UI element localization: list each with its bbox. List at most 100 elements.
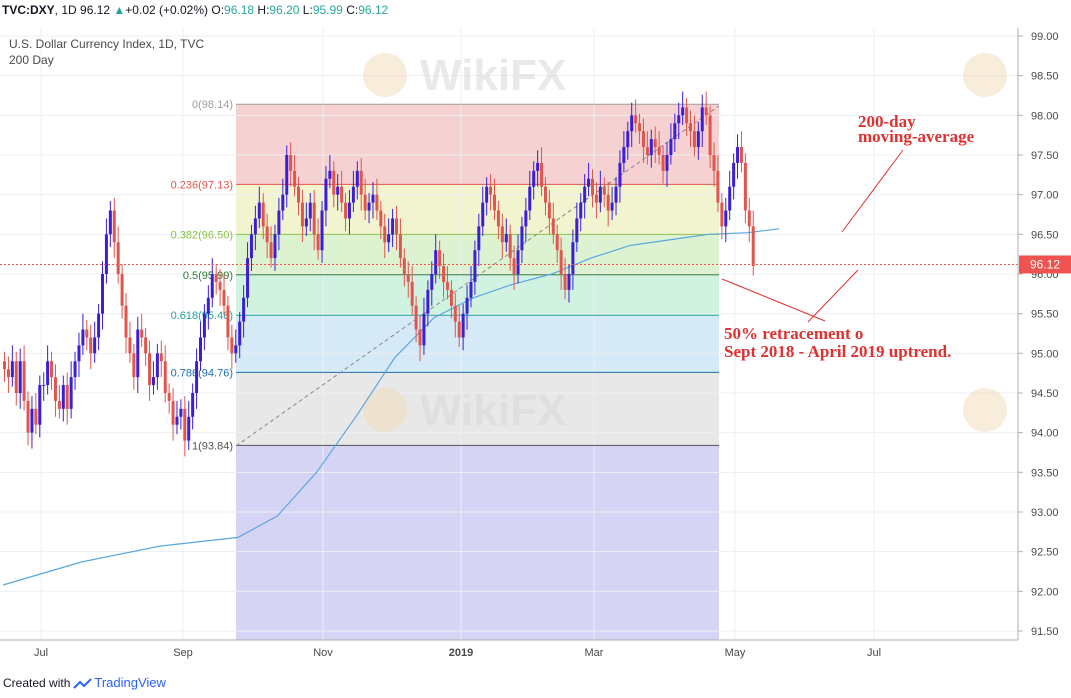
candle-body [508, 234, 512, 259]
symbol[interactable]: TVC:DXY [2, 3, 55, 17]
fib-level-label: 0.5(95.99) [183, 270, 233, 282]
candle-body [524, 210, 528, 227]
interval[interactable]: 1D [61, 3, 77, 17]
price-axis-label: 96.50 [1031, 229, 1059, 241]
open-label: O: [211, 3, 225, 17]
candle-body [453, 305, 457, 322]
price-axis[interactable]: 99.0098.5098.0097.5097.0096.5096.0095.50… [1018, 31, 1059, 638]
candle-body [712, 154, 716, 171]
fib-level-label: 0(98.14) [192, 99, 233, 111]
candle-body [163, 361, 167, 393]
price-axis-label: 92.50 [1031, 547, 1059, 559]
candle-body [618, 162, 622, 187]
candle-body [187, 416, 191, 441]
candle-body [739, 147, 743, 163]
candle-body [641, 131, 645, 148]
candle-body [312, 202, 316, 235]
candle-body [689, 123, 692, 132]
time-axis-label: Jul [34, 647, 48, 659]
up-arrow-icon: ▲ [113, 3, 126, 17]
candle-body [649, 139, 653, 155]
candle-body [606, 194, 610, 211]
svg-text:96.12: 96.12 [1030, 257, 1060, 271]
candle-body [73, 361, 77, 378]
wikifx-logo-icon [363, 388, 407, 432]
candle-body [22, 361, 26, 401]
candle-body [610, 202, 614, 211]
candle-body [395, 218, 398, 235]
candle-body [308, 202, 312, 219]
candle-body [555, 234, 559, 251]
candle-body [457, 321, 461, 338]
candle-body [418, 329, 422, 346]
candle-body [736, 147, 740, 163]
time-axis-label: May [725, 647, 746, 659]
time-axis-label: Nov [313, 647, 333, 659]
tradingview-brand[interactable]: TradingView [94, 675, 166, 690]
candle-body [622, 147, 626, 163]
candle-body [708, 115, 712, 155]
fibonacci-trend-line [235, 105, 720, 447]
time-axis[interactable]: Jul Sep Nov 2019 Mar May Jul [34, 647, 881, 659]
low-value: 95.99 [312, 3, 343, 17]
candle-body [234, 345, 238, 354]
candle-body [414, 305, 418, 330]
candle-body [547, 202, 551, 219]
candle-body [587, 178, 591, 187]
candle-body [500, 226, 504, 243]
candle-body [30, 408, 34, 433]
candle-body [410, 281, 414, 306]
candle-body [120, 273, 124, 306]
candle-body [65, 385, 69, 409]
candle-body [316, 234, 320, 251]
candle-body [116, 242, 120, 274]
candle-body [661, 154, 665, 171]
time-axis-label: Mar [585, 647, 604, 659]
last-price: 96.12 [80, 3, 111, 17]
candle-body [324, 178, 328, 211]
candle-body [634, 115, 638, 124]
wikifx-watermark: WikiFX [420, 386, 566, 435]
annotation-arrow [841, 149, 904, 233]
candle-body [332, 170, 336, 195]
candle-body [387, 234, 391, 243]
wikifx-watermark: WikiFX [420, 51, 566, 100]
symbol-header: TVC:DXY, 1D 96.12 ▲+0.02 (+0.02%) O:96.1… [2, 3, 389, 17]
candle-body [218, 281, 222, 290]
candle-body [743, 162, 747, 211]
candle-body [406, 273, 410, 282]
candle-body [257, 202, 261, 219]
candle-body [442, 266, 446, 282]
ma-legend-label[interactable]: 200 Day [9, 53, 54, 67]
price-axis-label: 93.00 [1031, 507, 1059, 519]
candle-body [645, 147, 649, 155]
candle-body [677, 115, 681, 124]
candle-body [426, 289, 430, 314]
candle-body [171, 400, 175, 425]
candle-body [700, 107, 704, 132]
candle-body [496, 210, 500, 227]
high-value: 96.20 [269, 3, 300, 17]
high-label: H: [257, 3, 270, 17]
candle-body [528, 186, 532, 211]
candle-body [281, 194, 285, 211]
candle-body [10, 361, 14, 378]
candle-body [751, 226, 755, 267]
candle-body [132, 353, 136, 378]
candle-body [536, 162, 540, 171]
candle-body [469, 281, 473, 298]
fib-band [236, 184, 719, 235]
candle-body [179, 408, 183, 417]
candle-body [696, 131, 700, 148]
candle-body [485, 186, 489, 203]
candle-body [504, 234, 508, 243]
candle-body [344, 202, 348, 219]
candle-body [422, 313, 426, 346]
price-axis-label: 95.00 [1031, 348, 1059, 360]
candle-body [732, 162, 736, 187]
candle-body [97, 313, 101, 338]
candle-body [167, 392, 171, 401]
candle-body [685, 107, 689, 124]
